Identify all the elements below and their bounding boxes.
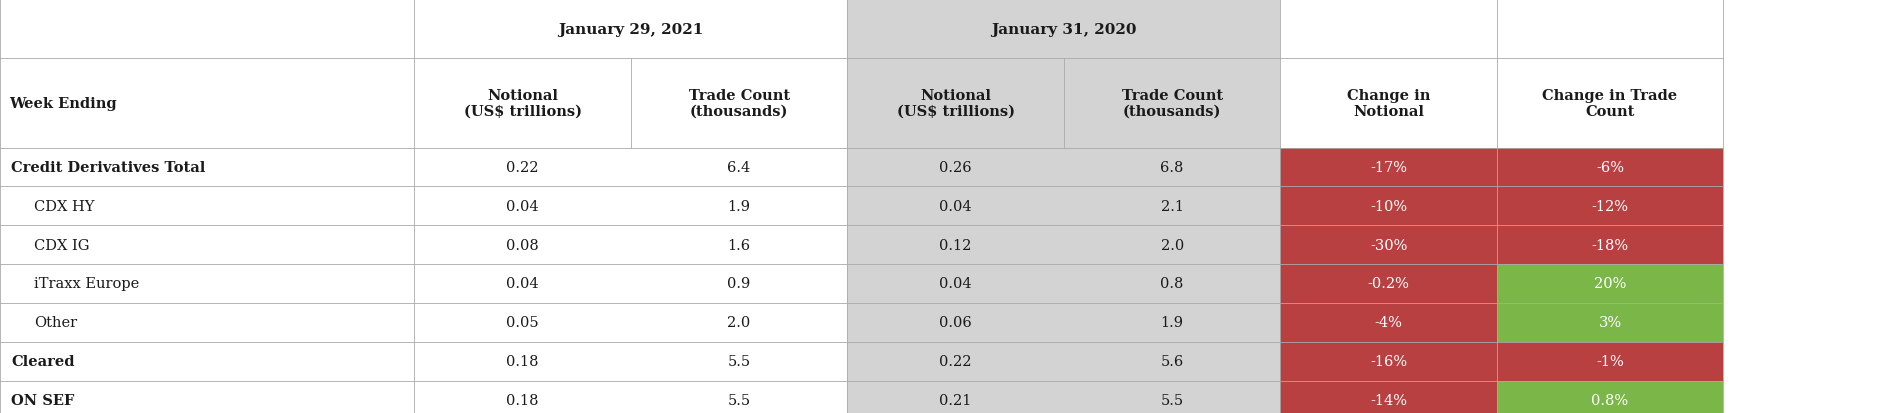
Text: 0.04: 0.04 (939, 277, 971, 291)
Bar (1496, 342, 1722, 381)
Text: 0.18: 0.18 (506, 354, 538, 368)
Text: Notional
(US$ trillions): Notional (US$ trillions) (896, 88, 1014, 119)
Text: 0.8%: 0.8% (1590, 393, 1628, 407)
Text: 2.1: 2.1 (1159, 199, 1184, 213)
Text: CDX HY: CDX HY (34, 199, 94, 213)
Text: 0.04: 0.04 (506, 199, 538, 213)
Text: January 31, 2020: January 31, 2020 (990, 22, 1137, 36)
Text: 0.04: 0.04 (506, 277, 538, 291)
Text: 0.22: 0.22 (506, 161, 538, 175)
Text: 1.9: 1.9 (726, 199, 751, 213)
Text: -6%: -6% (1596, 161, 1622, 175)
Text: 1.9: 1.9 (1159, 316, 1184, 330)
Text: 6.8: 6.8 (1159, 161, 1184, 175)
Text: -14%: -14% (1370, 393, 1406, 407)
Text: 0.04: 0.04 (939, 199, 971, 213)
Text: Notional
(US$ trillions): Notional (US$ trillions) (463, 88, 582, 119)
Bar (1280, 187, 1496, 225)
Bar (1280, 342, 1496, 381)
Text: Credit Derivatives Total: Credit Derivatives Total (11, 161, 205, 175)
Bar (1280, 303, 1496, 342)
Text: 2.0: 2.0 (726, 316, 751, 330)
Text: -18%: -18% (1590, 238, 1628, 252)
Bar (1280, 225, 1496, 264)
Text: 6.4: 6.4 (726, 161, 751, 175)
Bar (1496, 303, 1722, 342)
Text: CDX IG: CDX IG (34, 238, 88, 252)
Text: -0.2%: -0.2% (1366, 277, 1410, 291)
Text: Change in Trade
Count: Change in Trade Count (1541, 88, 1677, 119)
Text: 5.5: 5.5 (1159, 393, 1184, 407)
Text: -30%: -30% (1370, 238, 1406, 252)
Text: Trade Count
(thousands): Trade Count (thousands) (1122, 88, 1221, 119)
Text: Change in
Notional: Change in Notional (1346, 88, 1430, 119)
Text: -4%: -4% (1374, 316, 1402, 330)
Text: iTraxx Europe: iTraxx Europe (34, 277, 139, 291)
Bar (1280, 148, 1496, 187)
Text: 0.06: 0.06 (939, 316, 971, 330)
Text: 5.5: 5.5 (726, 393, 751, 407)
Text: 20%: 20% (1592, 277, 1626, 291)
Text: Other: Other (34, 316, 77, 330)
Text: -1%: -1% (1596, 354, 1622, 368)
Text: -16%: -16% (1370, 354, 1406, 368)
Text: 0.22: 0.22 (939, 354, 971, 368)
Text: January 29, 2021: January 29, 2021 (557, 22, 704, 36)
Text: -17%: -17% (1370, 161, 1406, 175)
Text: 5.5: 5.5 (726, 354, 751, 368)
Text: 2.0: 2.0 (1159, 238, 1184, 252)
Bar (1496, 381, 1722, 413)
Text: 0.05: 0.05 (506, 316, 538, 330)
Bar (1280, 264, 1496, 303)
Bar (1496, 264, 1722, 303)
Text: -12%: -12% (1590, 199, 1628, 213)
Text: 0.18: 0.18 (506, 393, 538, 407)
Text: Trade Count
(thousands): Trade Count (thousands) (689, 88, 789, 119)
Text: Week Ending: Week Ending (9, 97, 117, 111)
Text: 0.8: 0.8 (1159, 277, 1184, 291)
Bar (1496, 148, 1722, 187)
Bar (847, 0, 1280, 413)
Text: Cleared: Cleared (11, 354, 75, 368)
Text: 0.08: 0.08 (506, 238, 538, 252)
Text: -10%: -10% (1370, 199, 1406, 213)
Text: 5.6: 5.6 (1159, 354, 1184, 368)
Text: 3%: 3% (1598, 316, 1620, 330)
Bar (1496, 187, 1722, 225)
Text: ON SEF: ON SEF (11, 393, 75, 407)
Text: 1.6: 1.6 (726, 238, 751, 252)
Text: 0.9: 0.9 (726, 277, 751, 291)
Bar (1496, 225, 1722, 264)
Text: 0.12: 0.12 (939, 238, 971, 252)
Text: 0.26: 0.26 (939, 161, 971, 175)
Text: 0.21: 0.21 (939, 393, 971, 407)
Bar (1280, 381, 1496, 413)
